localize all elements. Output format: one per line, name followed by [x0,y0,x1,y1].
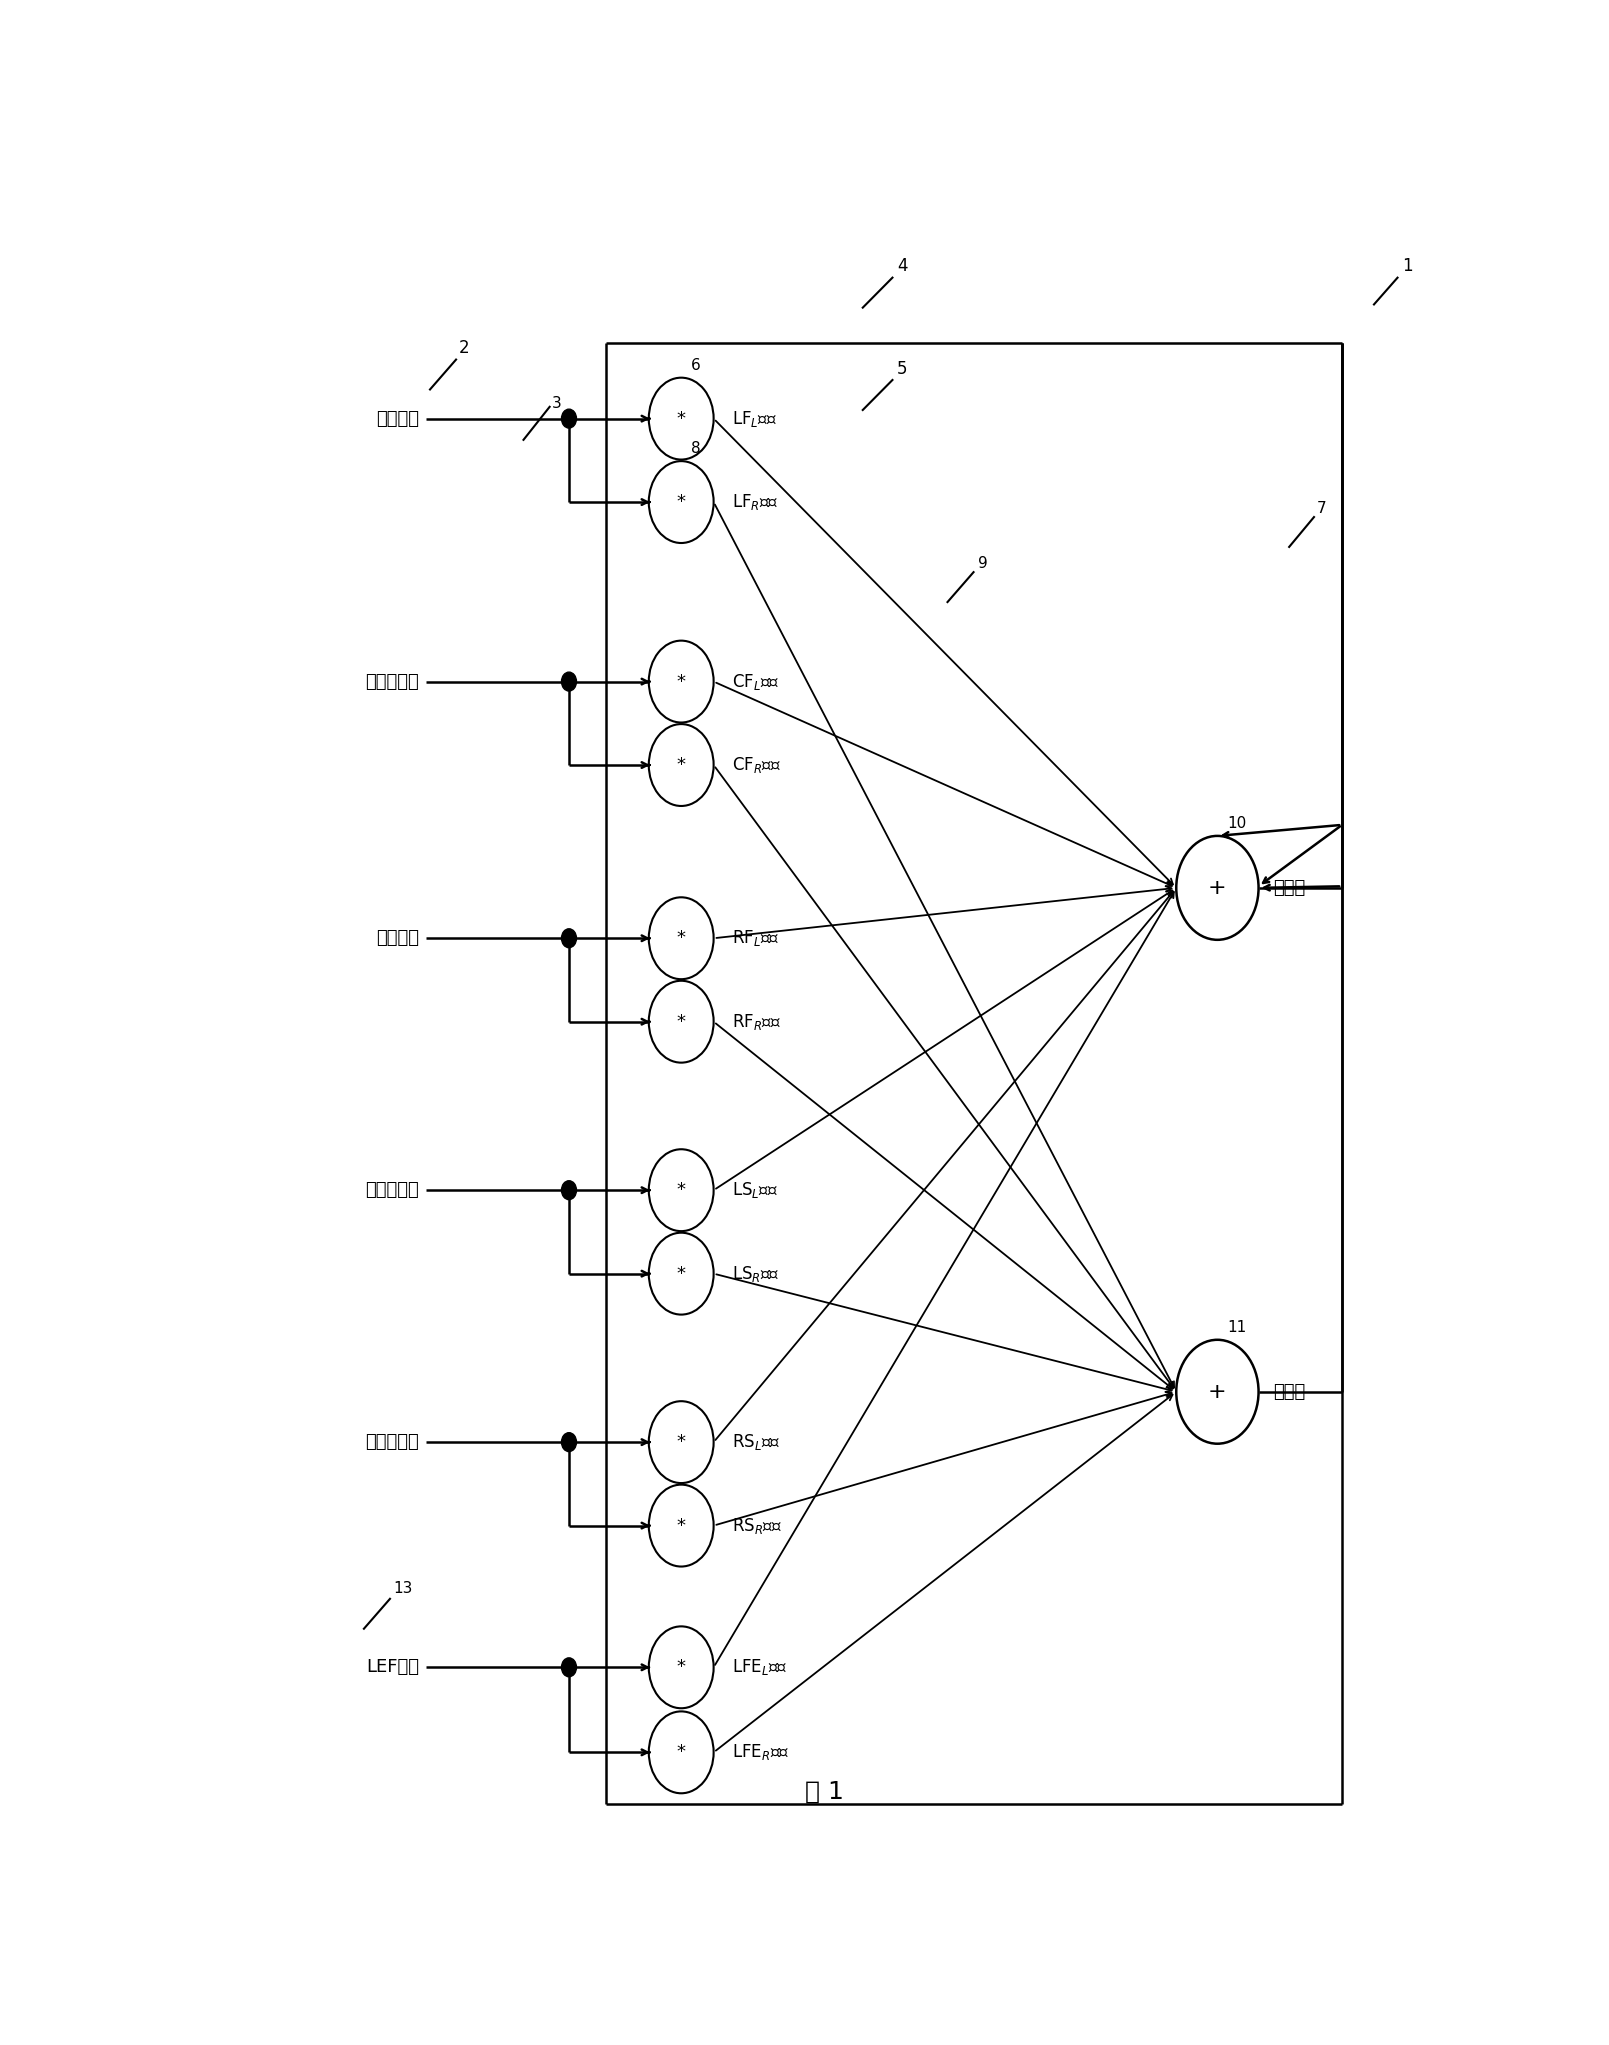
Text: 右前声道: 右前声道 [377,928,420,947]
Text: LEF声道: LEF声道 [367,1658,420,1677]
Text: 左声道: 左声道 [1274,879,1307,898]
Text: *: * [677,1742,685,1761]
Text: *: * [677,757,685,775]
Text: LFE$_L$脉冲: LFE$_L$脉冲 [732,1656,788,1677]
Text: 2: 2 [459,339,470,358]
Text: 13: 13 [393,1581,412,1597]
Text: *: * [677,1658,685,1677]
Text: LF$_R$脉冲: LF$_R$脉冲 [732,493,779,511]
Circle shape [562,1180,576,1200]
Text: *: * [677,1517,685,1534]
Text: *: * [677,1012,685,1031]
Text: *: * [677,1264,685,1282]
Text: 8: 8 [692,442,702,456]
Circle shape [562,928,576,947]
Text: CF$_L$脉冲: CF$_L$脉冲 [732,671,780,691]
Text: *: * [677,673,685,691]
Text: +: + [1208,1382,1226,1401]
Text: 10: 10 [1228,816,1247,830]
Text: RS$_R$脉冲: RS$_R$脉冲 [732,1515,782,1536]
Circle shape [562,1434,576,1452]
Text: LF$_L$脉冲: LF$_L$脉冲 [732,409,777,429]
Text: 3: 3 [552,397,562,411]
Text: 5: 5 [896,360,907,378]
Text: LS$_L$脉冲: LS$_L$脉冲 [732,1180,779,1200]
Text: 7: 7 [1318,501,1327,515]
Text: 中央前声道: 中央前声道 [365,673,420,691]
Text: 右声道: 右声道 [1274,1382,1307,1401]
Text: 左前声道: 左前声道 [377,409,420,427]
Text: *: * [677,1434,685,1452]
Text: +: + [1208,877,1226,898]
Circle shape [562,409,576,427]
Text: 9: 9 [978,556,988,571]
Text: 11: 11 [1228,1321,1247,1335]
Text: RS$_L$脉冲: RS$_L$脉冲 [732,1432,780,1452]
Text: *: * [677,493,685,511]
Text: CF$_R$脉冲: CF$_R$脉冲 [732,755,782,775]
Text: LFE$_R$脉冲: LFE$_R$脉冲 [732,1742,790,1763]
Text: 4: 4 [896,258,907,276]
Circle shape [562,673,576,691]
Text: RF$_R$脉冲: RF$_R$脉冲 [732,1012,782,1031]
Text: *: * [677,1182,685,1198]
Circle shape [562,1658,576,1677]
Text: 左环绕声道: 左环绕声道 [365,1182,420,1198]
Text: *: * [677,928,685,947]
Text: 右环绕声道: 右环绕声道 [365,1434,420,1452]
Text: *: * [677,409,685,427]
Text: 1: 1 [1401,258,1413,276]
Text: 6: 6 [692,358,702,372]
Text: LS$_R$脉冲: LS$_R$脉冲 [732,1264,780,1284]
Text: RF$_L$脉冲: RF$_L$脉冲 [732,928,780,949]
Text: 图 1: 图 1 [804,1779,845,1804]
